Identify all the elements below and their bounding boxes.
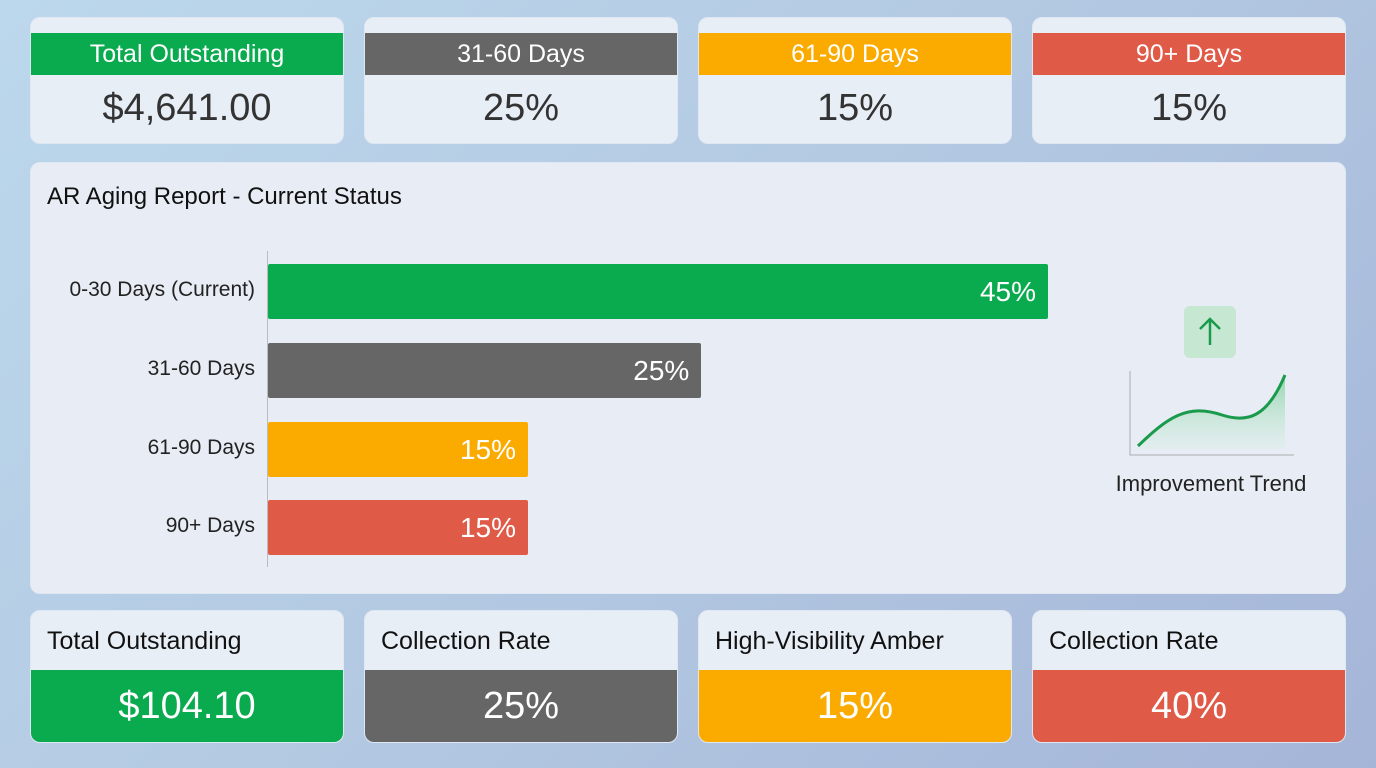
bar: 15% — [268, 422, 528, 477]
card-label: Collection Rate — [1049, 627, 1219, 655]
metric-card: High-Visibility Amber 15% — [698, 610, 1012, 743]
summary-card: 61-90 Days 15% — [698, 17, 1012, 144]
category-label: 0-30 Days (Current) — [69, 278, 255, 301]
card-label: High-Visibility Amber — [715, 627, 944, 655]
card-label: Total Outstanding — [31, 33, 343, 75]
improvement-trend-chart — [1129, 306, 1294, 456]
category-label: 61-90 Days — [147, 436, 255, 459]
card-value: $104.10 — [31, 670, 343, 742]
summary-card: 31-60 Days 25% — [364, 17, 678, 144]
card-value: 25% — [482, 86, 560, 129]
category-label: 90+ Days — [165, 514, 255, 537]
metric-card: Collection Rate 25% — [364, 610, 678, 743]
card-label: 61-90 Days — [699, 33, 1011, 75]
bar: 45% — [268, 264, 1048, 319]
card-value: $4,641.00 — [102, 86, 272, 129]
bar: 25% — [268, 343, 702, 398]
card-label: 31-60 Days — [365, 33, 677, 75]
metric-card: Total Outstanding $104.10 — [30, 610, 344, 743]
card-value: 15% — [699, 670, 1011, 742]
ar-aging-panel: AR Aging Report - Current Status 0-30 Da… — [30, 162, 1346, 594]
card-value: 40% — [1033, 670, 1345, 742]
card-label: 90+ Days — [1033, 33, 1345, 75]
card-value: 15% — [1150, 86, 1228, 129]
bar: 15% — [268, 500, 528, 555]
summary-card: 90+ Days 15% — [1032, 17, 1346, 144]
card-label: Collection Rate — [381, 627, 551, 655]
panel-title: AR Aging Report - Current Status — [47, 183, 402, 210]
trend-label: Improvement Trend — [1115, 471, 1307, 496]
card-value: 15% — [816, 86, 894, 129]
summary-card: Total Outstanding $4,641.00 — [30, 17, 344, 144]
chart-axis — [267, 251, 268, 567]
category-label: 31-60 Days — [147, 357, 255, 380]
card-label: Total Outstanding — [47, 627, 242, 655]
card-value: 25% — [365, 670, 677, 742]
metric-card: Collection Rate 40% — [1032, 610, 1346, 743]
